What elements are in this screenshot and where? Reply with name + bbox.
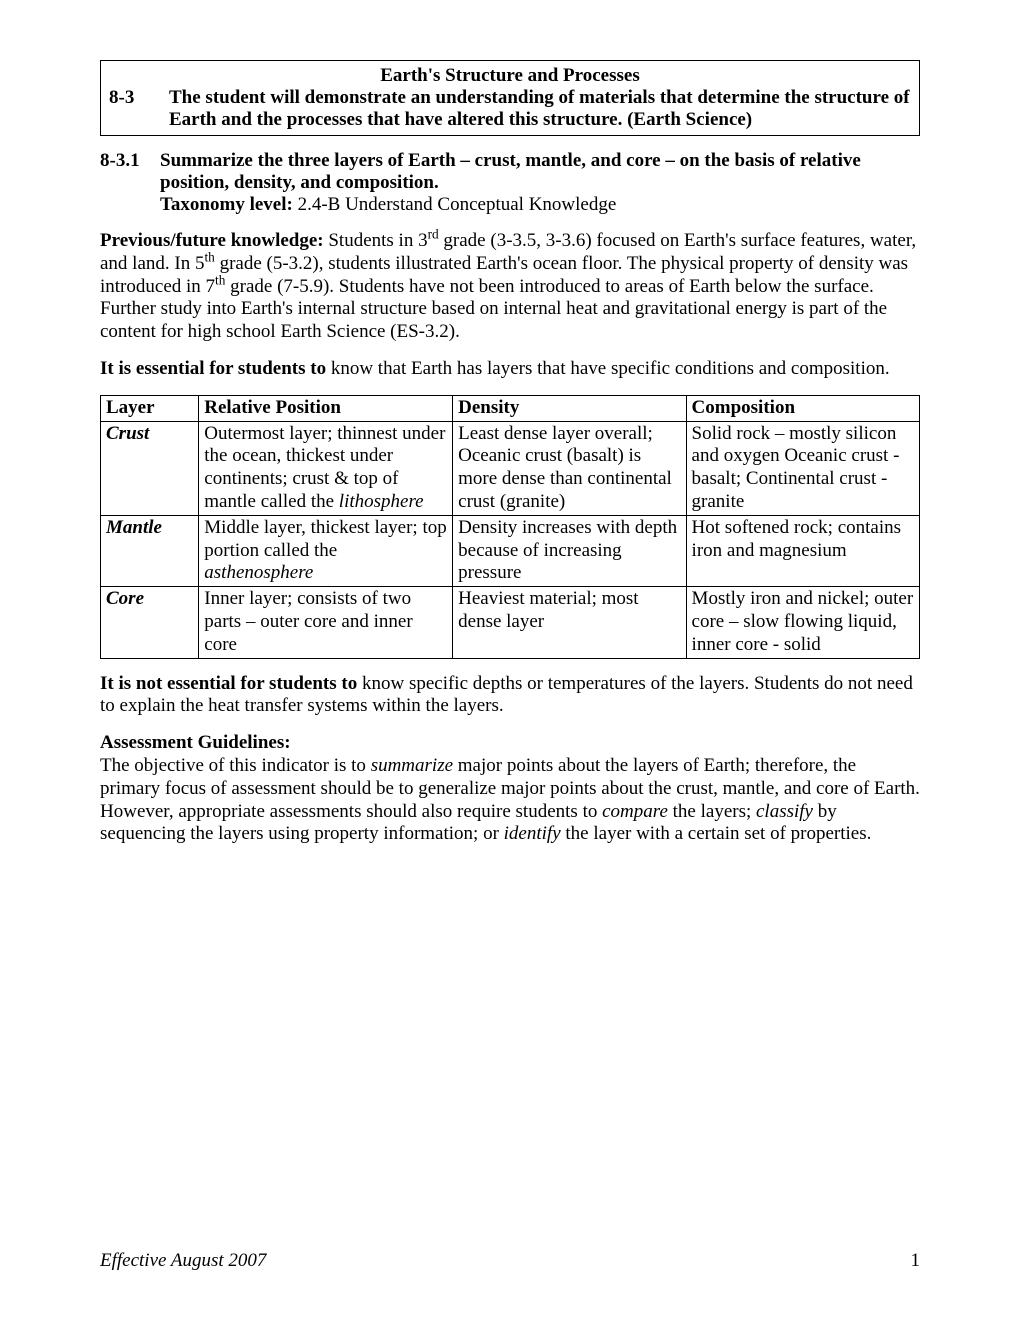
cell-position-italic: asthenosphere bbox=[204, 562, 313, 583]
th-composition: Composition bbox=[686, 395, 919, 421]
taxonomy-label: Taxonomy level: bbox=[160, 194, 293, 215]
standard-code: 8-3 bbox=[109, 87, 169, 131]
cell-layer: Mantle bbox=[101, 515, 199, 586]
footer-left: Effective August 2007 bbox=[100, 1250, 266, 1272]
not-essential-paragraph: It is not essential for students to know… bbox=[100, 673, 920, 719]
cell-density: Heaviest material; most dense layer bbox=[453, 587, 686, 658]
cell-layer: Core bbox=[101, 587, 199, 658]
page-footer: Effective August 2007 1 bbox=[100, 1250, 920, 1272]
cell-density: Density increases with depth because of … bbox=[453, 515, 686, 586]
indicator-code: 8-3.1 bbox=[100, 150, 160, 216]
th-position: Relative Position bbox=[199, 395, 453, 421]
standard-header-box: Earth's Structure and Processes 8-3 The … bbox=[100, 60, 920, 136]
cell-position-italic: lithosphere bbox=[339, 491, 424, 512]
assess-it1: summarize bbox=[371, 755, 453, 776]
cell-position-pre: Inner layer; consists of two parts – out… bbox=[204, 588, 412, 655]
table-row: Mantle Middle layer, thickest layer; top… bbox=[101, 515, 920, 586]
footer-page-number: 1 bbox=[911, 1250, 921, 1272]
cell-composition: Mostly iron and nickel; outer core – slo… bbox=[686, 587, 919, 658]
assessment-paragraph: The objective of this indicator is to su… bbox=[100, 755, 920, 846]
table-row: Core Inner layer; consists of two parts … bbox=[101, 587, 920, 658]
table-header-row: Layer Relative Position Density Composit… bbox=[101, 395, 920, 421]
essential-text: know that Earth has layers that have spe… bbox=[326, 358, 890, 379]
assessment-heading-label: Assessment Guidelines: bbox=[100, 732, 291, 753]
cell-composition: Solid rock – mostly silicon and oxygen O… bbox=[686, 421, 919, 515]
cell-layer: Crust bbox=[101, 421, 199, 515]
cell-position: Middle layer, thickest layer; top portio… bbox=[199, 515, 453, 586]
sup-th-2: th bbox=[215, 272, 225, 287]
prev-future-label: Previous/future knowledge: bbox=[100, 230, 324, 251]
previous-future-paragraph: Previous/future knowledge: Students in 3… bbox=[100, 230, 920, 344]
standard-title: Earth's Structure and Processes bbox=[109, 65, 911, 87]
th-density: Density bbox=[453, 395, 686, 421]
table-row: Crust Outermost layer; thinnest under th… bbox=[101, 421, 920, 515]
cell-density: Least dense layer overall; Oceanic crust… bbox=[453, 421, 686, 515]
cell-position-pre: Middle layer, thickest layer; top portio… bbox=[204, 517, 446, 561]
essential-paragraph: It is essential for students to know tha… bbox=[100, 358, 920, 381]
indicator-block: 8-3.1 Summarize the three layers of Eart… bbox=[100, 150, 920, 216]
prev-future-part1: Students in 3 bbox=[324, 230, 428, 251]
sup-th-1: th bbox=[204, 249, 214, 264]
indicator-body: Summarize the three layers of Earth – cr… bbox=[160, 150, 920, 216]
cell-composition: Hot softened rock; contains iron and mag… bbox=[686, 515, 919, 586]
assess-it2: compare bbox=[602, 801, 668, 822]
cell-position: Outermost layer; thinnest under the ocea… bbox=[199, 421, 453, 515]
assess-part1: The objective of this indicator is to bbox=[100, 755, 371, 776]
assessment-heading: Assessment Guidelines: bbox=[100, 732, 920, 755]
th-layer: Layer bbox=[101, 395, 199, 421]
not-essential-label: It is not essential for students to bbox=[100, 673, 357, 694]
standard-row: 8-3 The student will demonstrate an unde… bbox=[109, 87, 911, 131]
layers-table: Layer Relative Position Density Composit… bbox=[100, 395, 920, 659]
assess-it4: identify bbox=[504, 823, 561, 844]
cell-position: Inner layer; consists of two parts – out… bbox=[199, 587, 453, 658]
assess-part5: the layer with a certain set of properti… bbox=[561, 823, 872, 844]
sup-rd: rd bbox=[428, 227, 439, 242]
taxonomy-line: Taxonomy level: 2.4-B Understand Concept… bbox=[160, 194, 920, 216]
assess-it3: classify bbox=[756, 801, 813, 822]
taxonomy-value: 2.4-B Understand Conceptual Knowledge bbox=[293, 194, 616, 215]
page: Earth's Structure and Processes 8-3 The … bbox=[0, 0, 1020, 1320]
indicator-text: Summarize the three layers of Earth – cr… bbox=[160, 150, 920, 194]
essential-label: It is essential for students to bbox=[100, 358, 326, 379]
standard-text: The student will demonstrate an understa… bbox=[169, 87, 911, 131]
assess-part3: the layers; bbox=[668, 801, 756, 822]
